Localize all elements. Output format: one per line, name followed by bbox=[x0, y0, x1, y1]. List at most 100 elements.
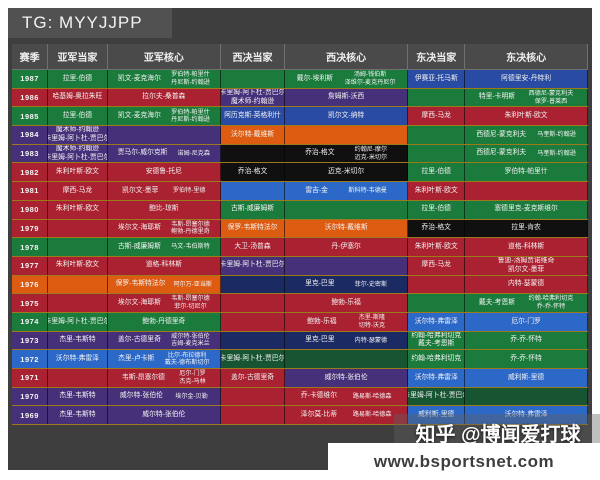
east-core-cell: 特里-卡明斯 西德尼-蒙克利夫 保罗-普莱西 bbox=[465, 88, 588, 107]
east-star-cell: 威利斯-里德 bbox=[408, 406, 466, 425]
column-header-4: 西决核心 bbox=[284, 44, 409, 70]
player-name: 乔治-格文 bbox=[305, 149, 335, 157]
west-core-cell: 泽尔莫-比蒂 路易斯-哈德森 bbox=[284, 406, 409, 425]
finals-table: 赛季 亚军当家 亚军核心 西决当家 西决核心 东决当家 东决核心 1987 拉里-伯德 凯文-麦克… bbox=[12, 44, 588, 426]
player-name: 古斯-威廉姆斯 bbox=[117, 242, 161, 250]
east-core-cell: 沃尔特-弗雷泽 bbox=[465, 406, 588, 425]
runnerup-core-cell: 鲍比-琼斯 bbox=[107, 200, 222, 219]
table-row: 1972 沃尔特-弗雷泽 杰里-卢卡斯 比尔-布拉德利 戴夫-德布斯切尔 卡里姆-阿卜杜-… bbox=[12, 350, 588, 369]
player-name: 盖尔-古德里奇 bbox=[117, 336, 161, 344]
runnerup-star-cell: 沃尔特-弗雷泽 bbox=[48, 350, 108, 368]
table-header-row: 赛季 亚军当家 亚军核心 西决当家 西决核心 东决当家 东决核心 bbox=[12, 44, 588, 70]
player-name: 拉里-伯德 bbox=[421, 205, 451, 213]
table-row: 1980 朱利叶斯-欧文 鲍比-琼斯 古斯-威廉姆斯 拉里-伯德 塞德里克-麦克斯维尔 bbox=[12, 200, 588, 220]
runnerup-star-cell: 摩西-马龙 bbox=[48, 182, 108, 200]
player-name: 摩西-马龙 bbox=[421, 261, 451, 269]
west-star-cell: 卡里姆-阿卜杜-贾巴尔 魔术师-约翰逊 bbox=[221, 88, 285, 107]
west-star-cell bbox=[221, 70, 285, 88]
player-name: 安德鲁-托尼 bbox=[145, 168, 182, 176]
player-name: 拉里-伯德 bbox=[62, 111, 93, 119]
west-star-cell: 大卫-汤普森 bbox=[221, 238, 285, 256]
table-row: 1983 魔术师-约翰逊 卡里姆-阿卜杜-贾巴尔 贾马尔-威尔克斯 诺姆-尼克森 乔治-格… bbox=[12, 144, 588, 164]
player-name-pair: 韦斯-昂塞尔德 菲尔-切尼尔 bbox=[171, 295, 210, 311]
east-star-cell: 乔治-格文 bbox=[408, 219, 466, 238]
player-name: 鲍勃-丹德里奇 bbox=[142, 317, 186, 325]
player-name: 拉尔夫-桑普森 bbox=[142, 93, 186, 101]
player-name-pair: 马文-韦伯斯特 bbox=[171, 243, 210, 251]
player-name: 威尔特-张伯伦 bbox=[119, 392, 163, 400]
west-star-cell bbox=[221, 294, 285, 312]
east-star-cell: 摩西-马龙 bbox=[408, 256, 466, 275]
west-core-cell: 乔-卡德维尔 路易斯-哈德森 bbox=[284, 387, 409, 406]
player-name: 厄尔-门罗 bbox=[511, 317, 541, 325]
east-core-cell: 戴夫-考恩斯 约翰-哈弗利切克 乔-乔-怀特 bbox=[465, 294, 588, 312]
runnerup-star-cell: 杰里-韦斯特 bbox=[48, 331, 108, 350]
runnerup-core-cell bbox=[107, 126, 222, 144]
runnerup-core-cell: 鲍勃-丹德里奇 bbox=[107, 312, 222, 331]
player-name: 韦斯-昂塞尔德 bbox=[121, 373, 165, 381]
east-star-cell: 朱利叶斯-欧文 bbox=[408, 182, 466, 200]
column-header-2: 亚军核心 bbox=[107, 44, 222, 70]
east-core-cell: 乔-乔-怀特 bbox=[465, 331, 588, 350]
player-name: 塞德里克-麦克斯维尔 bbox=[494, 205, 558, 213]
table-row: 1969 杰里-韦斯特 威尔特-张伯伦 泽尔莫-比蒂 路易斯-哈德森 威利斯-里德 沃尔特-… bbox=[12, 406, 588, 426]
player-name: 丹-伊塞尔 bbox=[331, 242, 361, 250]
runnerup-star-cell bbox=[48, 219, 108, 238]
table-row: 1974 卡里姆-阿卜杜-贾巴尔 鲍勃-丹德里奇 鲍勃-乐福 杰里-斯隆 切特-沃克 沃尔特… bbox=[12, 312, 588, 332]
runnerup-core-cell: 保罗-韦斯特法尔 阿尔万-亚当斯 bbox=[107, 275, 222, 294]
west-core-cell: 凯尔文-纳特 bbox=[284, 107, 409, 126]
player-name: 里克-巴里 bbox=[305, 280, 335, 288]
runnerup-star-cell bbox=[48, 294, 108, 312]
player-name: 朱利叶斯-欧文 bbox=[55, 168, 99, 176]
east-star-cell: 卡里姆-阿卜杜-贾巴尔 bbox=[408, 387, 466, 406]
player-name: 魔术师-约翰逊 卡里姆-阿卜杜-贾巴尔 bbox=[48, 145, 108, 161]
player-name-pair: 路易斯-哈德森 bbox=[352, 392, 392, 400]
table-row: 1976 保罗-韦斯特法尔 阿尔万-亚当斯 里克-巴里 菲尔-史密斯 内特-瑟蒙德 bbox=[12, 275, 588, 295]
east-star-cell: 约翰-哈弗利切克 bbox=[408, 350, 466, 368]
player-name: 沃尔特-戴维斯 bbox=[324, 224, 368, 232]
column-header-3: 西决当家 bbox=[221, 44, 285, 70]
player-name: 凯尔文-纳特 bbox=[327, 111, 365, 119]
player-name: 杰里-韦斯特 bbox=[59, 392, 96, 400]
player-name: 杰里-卢卡斯 bbox=[118, 354, 155, 362]
west-star-cell: 阿历克斯-英格利什 bbox=[221, 107, 285, 126]
west-core-cell: 里克-巴里 菲尔-史密斯 bbox=[284, 275, 409, 294]
table-row: 1975 埃尔文-海耶斯 韦斯-昂塞尔德 菲尔-切尼尔 鲍勃-乐福 戴夫-考恩斯 约翰-哈弗… bbox=[12, 294, 588, 313]
player-name: 卡里姆-阿卜杜-贾巴尔 bbox=[48, 317, 108, 325]
column-header-0: 赛季 bbox=[12, 44, 49, 70]
runnerup-star-cell: 魔术师-约翰逊 卡里姆-阿卜杜-贾巴尔 bbox=[48, 126, 108, 144]
east-star-cell: 拉里-伯德 bbox=[408, 163, 466, 182]
table-row: 1970 杰里-韦斯特 威尔特-张伯伦 埃尔金-贝勒 乔-卡德维尔 路易斯-哈德森 卡里姆-… bbox=[12, 387, 588, 407]
season-cell: 1978 bbox=[12, 238, 49, 256]
season-cell: 1975 bbox=[12, 294, 49, 312]
player-name-pair: 约翰-哈弗利切克 乔-乔-怀特 bbox=[528, 295, 574, 311]
player-name: 摩西-马龙 bbox=[62, 186, 93, 194]
player-name: 沃尔特-弗雷泽 bbox=[504, 410, 548, 418]
west-star-cell bbox=[221, 387, 285, 406]
runnerup-star-cell: 朱利叶斯-欧文 bbox=[48, 163, 108, 182]
player-name: 贾马尔-威尔克斯 bbox=[117, 149, 168, 157]
runnerup-star-cell: 朱利叶斯-欧文 bbox=[48, 256, 108, 275]
player-name: 泽尔莫-比蒂 bbox=[300, 410, 338, 418]
season-cell: 1971 bbox=[12, 369, 49, 387]
player-name: 凯文-麦克海尔 bbox=[117, 74, 161, 82]
player-name: 乔-乔-怀特 bbox=[510, 336, 542, 344]
player-name: 拉里-肯农 bbox=[511, 224, 541, 232]
player-name: 詹姆斯-沃西 bbox=[327, 93, 365, 101]
player-name-pair: 内特-瑟蒙德 bbox=[354, 336, 388, 344]
east-core-cell: 朱利叶斯-欧文 bbox=[465, 107, 588, 126]
west-star-cell bbox=[221, 182, 285, 200]
east-core-cell: 阿德里安-丹特利 bbox=[465, 70, 588, 88]
player-name: 伊赛亚-托马斯 bbox=[414, 74, 458, 82]
season-cell: 1985 bbox=[12, 107, 49, 126]
player-name: 保罗-韦斯特法尔 bbox=[227, 224, 278, 232]
player-name: 鲍勃-乐福 bbox=[307, 317, 337, 325]
player-name: 朱利叶斯-欧文 bbox=[504, 111, 548, 119]
runnerup-core-cell: 威尔特-张伯伦 埃尔金-贝勒 bbox=[107, 387, 222, 406]
player-name: 沃尔特-弗雷泽 bbox=[414, 373, 458, 381]
east-core-cell: 罗伯特-帕里什 bbox=[465, 163, 588, 182]
player-name: 威利斯-里德 bbox=[418, 410, 455, 418]
player-name: 西德尼-蒙克利夫 bbox=[476, 130, 527, 138]
runnerup-core-cell: 拉尔夫-桑普森 bbox=[107, 88, 222, 107]
east-star-cell: 沃尔特-弗雷泽 bbox=[408, 369, 466, 387]
